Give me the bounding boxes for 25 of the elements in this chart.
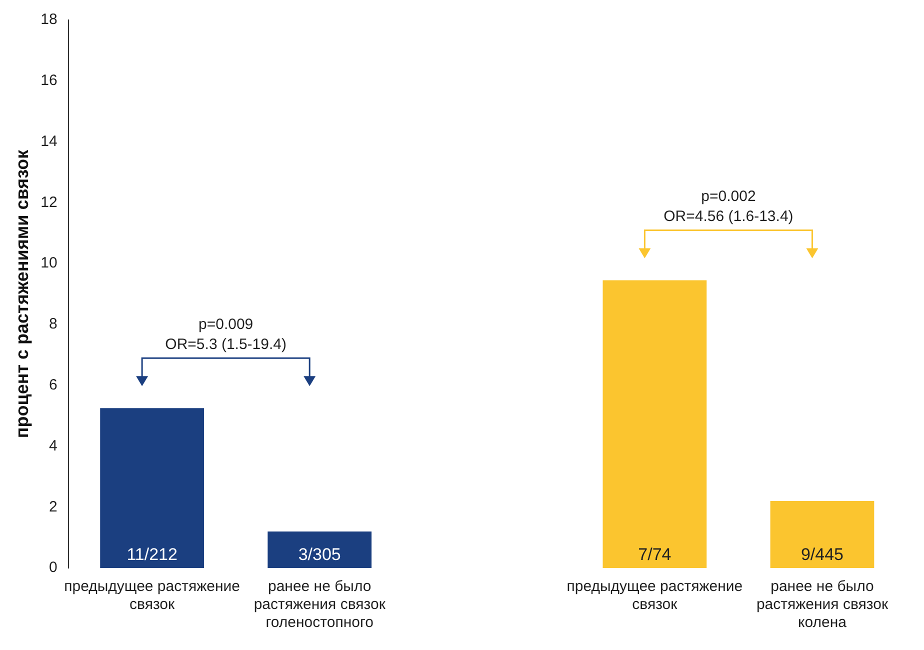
bar (268, 531, 372, 568)
bar (100, 408, 204, 568)
y-tick-label: 6 (48, 376, 58, 394)
x-tick-label: ранее не было растяжения связок голеностопного (254, 578, 386, 632)
bar (770, 501, 874, 568)
y-tick-label: 4 (48, 437, 58, 454)
y-tick-label: 12 (40, 194, 58, 211)
y-tick-label: 16 (40, 72, 58, 90)
annotation: p=0.002 OR=4.56 (1.6-13.4) (664, 188, 794, 225)
data-label: 3/305 (298, 545, 341, 564)
y-tick-label: 0 (48, 559, 58, 576)
y-tick-label: 10 (40, 254, 58, 272)
y-axis-title: процент с растяжениями связок (12, 148, 32, 438)
x-tick-label: предыдущее растяжение связок (566, 578, 743, 614)
y-tick-label: 14 (40, 132, 58, 150)
annotation: p=0.009 OR=5.3 (1.5-19.4) (165, 316, 286, 353)
data-label: 7/74 (638, 545, 672, 564)
bar (602, 280, 707, 568)
y-tick-label: 18 (40, 11, 58, 28)
x-tick-label: ранее не было растяжения связок колена (756, 578, 888, 632)
data-label: 9/445 (800, 545, 844, 564)
y-tick-label: 8 (48, 316, 58, 333)
data-label: 11/212 (126, 545, 178, 564)
y-tick-label: 2 (48, 498, 58, 516)
x-tick-label: предыдущее растяжение связок (64, 578, 240, 614)
